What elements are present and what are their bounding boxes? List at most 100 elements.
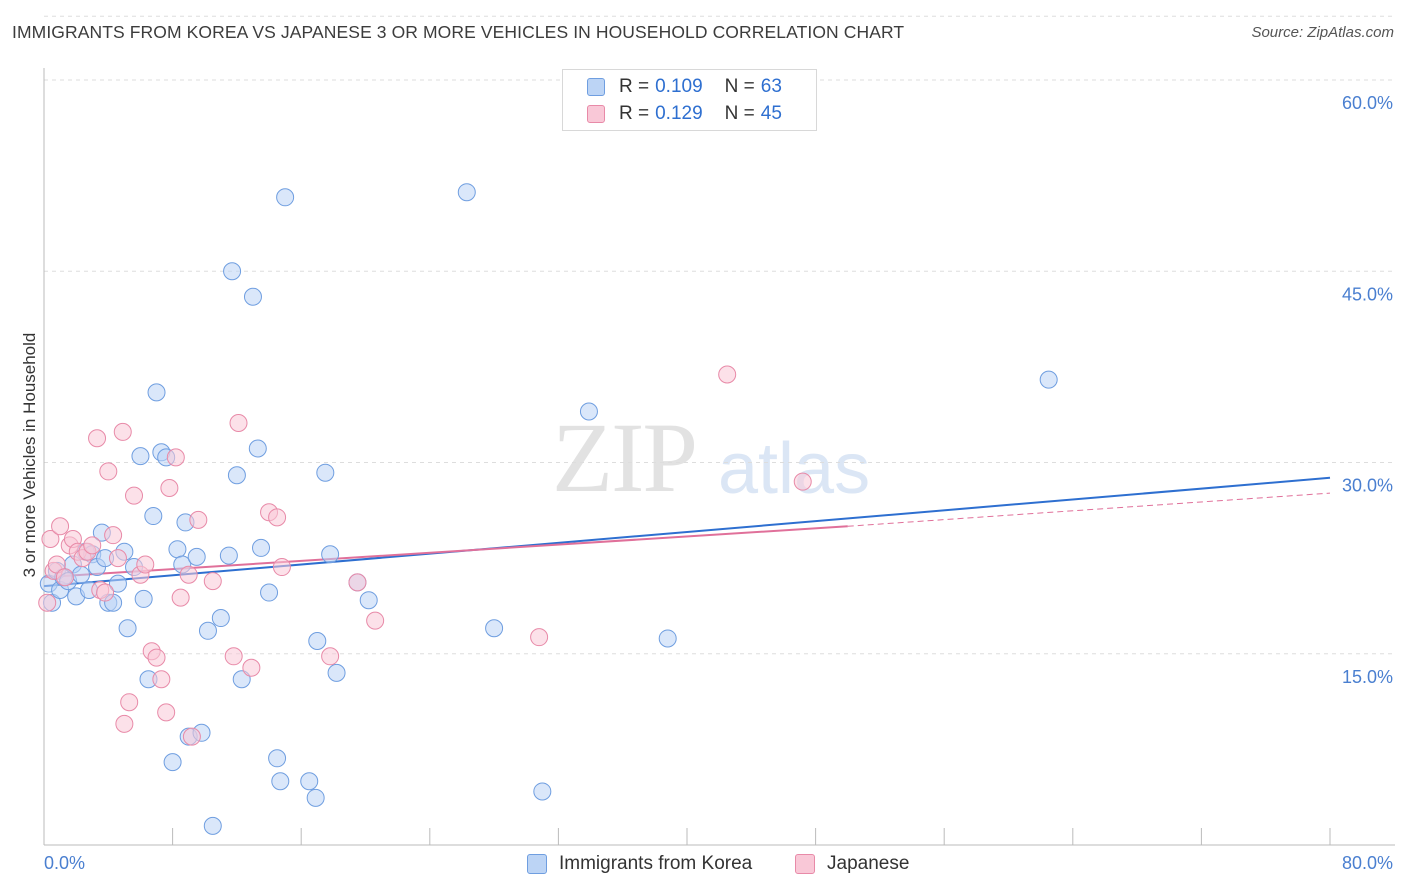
korea-point (579, 402, 598, 421)
legend-item-korea[interactable]: Immigrants from Korea (527, 852, 752, 876)
korea-point (163, 753, 182, 772)
japanese-point (113, 422, 132, 441)
korea-point (359, 591, 378, 610)
korea-point (108, 574, 127, 593)
legend-n-value: 45 (760, 103, 782, 124)
korea-point (321, 545, 340, 564)
japanese-point (272, 558, 291, 577)
korea-point (187, 547, 206, 566)
legend-n-label: N = (724, 103, 755, 124)
japanese-point (47, 555, 66, 574)
korea-legend-label: Immigrants from Korea (559, 853, 753, 874)
korea-point (308, 632, 327, 650)
korea-point (327, 663, 346, 682)
korea-point (118, 619, 137, 638)
korea-point (260, 583, 279, 602)
korea-point (268, 749, 287, 768)
japanese-point (224, 647, 243, 666)
watermark-atlas: atlas (718, 429, 871, 509)
japanese-point (793, 472, 812, 491)
legend-row-japanese: R = 0.129 N = 45 (587, 102, 782, 126)
korea-point (134, 589, 153, 608)
legend-n-label: N = (724, 76, 755, 97)
korea-point (658, 629, 677, 648)
japanese-point (115, 714, 134, 733)
trend-lines (43, 476, 1331, 588)
japanese-point (38, 593, 57, 612)
korea-point (533, 782, 552, 801)
japanese-swatch (587, 105, 605, 123)
korea-point (203, 816, 222, 835)
japanese-point (268, 508, 287, 527)
japanese-point (136, 555, 155, 574)
japanese-point (125, 486, 144, 505)
legend-item-japanese[interactable]: Japanese (795, 852, 909, 876)
japanese-point (152, 670, 171, 689)
japanese-point (189, 510, 208, 529)
japanese-point (348, 573, 367, 592)
japanese-point (51, 517, 70, 536)
legend-r-value: 0.129 (655, 103, 703, 124)
korea-point (316, 463, 335, 482)
korea-point (300, 772, 319, 791)
japanese-point (171, 588, 190, 607)
japanese-point (147, 648, 166, 667)
korea-point (276, 188, 295, 207)
legend-n-value: 63 (760, 76, 782, 97)
legend-row-korea: R = 0.109 N = 63 (587, 75, 782, 99)
korea-point (219, 546, 238, 565)
legend-r-value: 0.109 (655, 76, 703, 97)
japanese-point (242, 658, 261, 677)
axes (43, 68, 1395, 846)
korea-point (223, 262, 242, 281)
japanese-point (530, 628, 549, 647)
korea-point (485, 619, 504, 638)
japanese-point (718, 365, 737, 384)
korea-point (252, 538, 271, 557)
japanese-point (55, 568, 74, 587)
japanese-point (203, 572, 222, 591)
tick-labels: 15.0% 30.0% 45.0% 60.0% 0.0% 80.0% (44, 93, 1393, 873)
source-label: Source: ZipAtlas.com (1251, 24, 1394, 41)
korea-point (248, 439, 267, 458)
japanese-point (229, 413, 248, 432)
y-tick-label: 45.0% (1342, 284, 1393, 304)
korea-point (71, 565, 90, 584)
trend-line-japanese-extension (847, 492, 1331, 527)
japanese-point (108, 549, 127, 568)
japanese-point (41, 530, 60, 548)
korea-point (168, 540, 187, 559)
japanese-point (179, 565, 198, 584)
korea-point (198, 621, 217, 640)
legend-r-label: R = (619, 76, 650, 97)
y-tick-label: 30.0% (1342, 476, 1393, 496)
japanese-point (88, 429, 107, 448)
korea-swatch (587, 78, 605, 96)
x-tick-label: 80.0% (1342, 853, 1393, 873)
japanese-point (157, 703, 176, 722)
japanese-point (166, 448, 185, 467)
korea-point (232, 670, 251, 689)
japanese-legend-swatch (795, 854, 815, 874)
japanese-point (99, 462, 118, 481)
korea-point (1039, 370, 1058, 389)
y-axis-title: 3 or more Vehicles in Household (20, 333, 39, 578)
korea-point (131, 447, 150, 466)
japanese-point (160, 479, 179, 497)
trend-line-japanese (43, 525, 848, 579)
japanese-point (104, 526, 123, 545)
korea-point (243, 287, 262, 306)
watermark-zip: ZIP (552, 402, 698, 513)
series-japanese-points (38, 365, 812, 746)
korea-point (144, 507, 163, 526)
japanese-point (120, 693, 139, 712)
japanese-point (83, 536, 102, 555)
y-tick-label: 15.0% (1342, 667, 1393, 687)
x-tick-label: 0.0% (44, 853, 85, 873)
trend-line-korea (43, 476, 1331, 588)
japanese-point (96, 583, 115, 602)
japanese-point (321, 647, 340, 666)
korea-legend-swatch (527, 854, 547, 874)
japanese-point (182, 727, 201, 746)
